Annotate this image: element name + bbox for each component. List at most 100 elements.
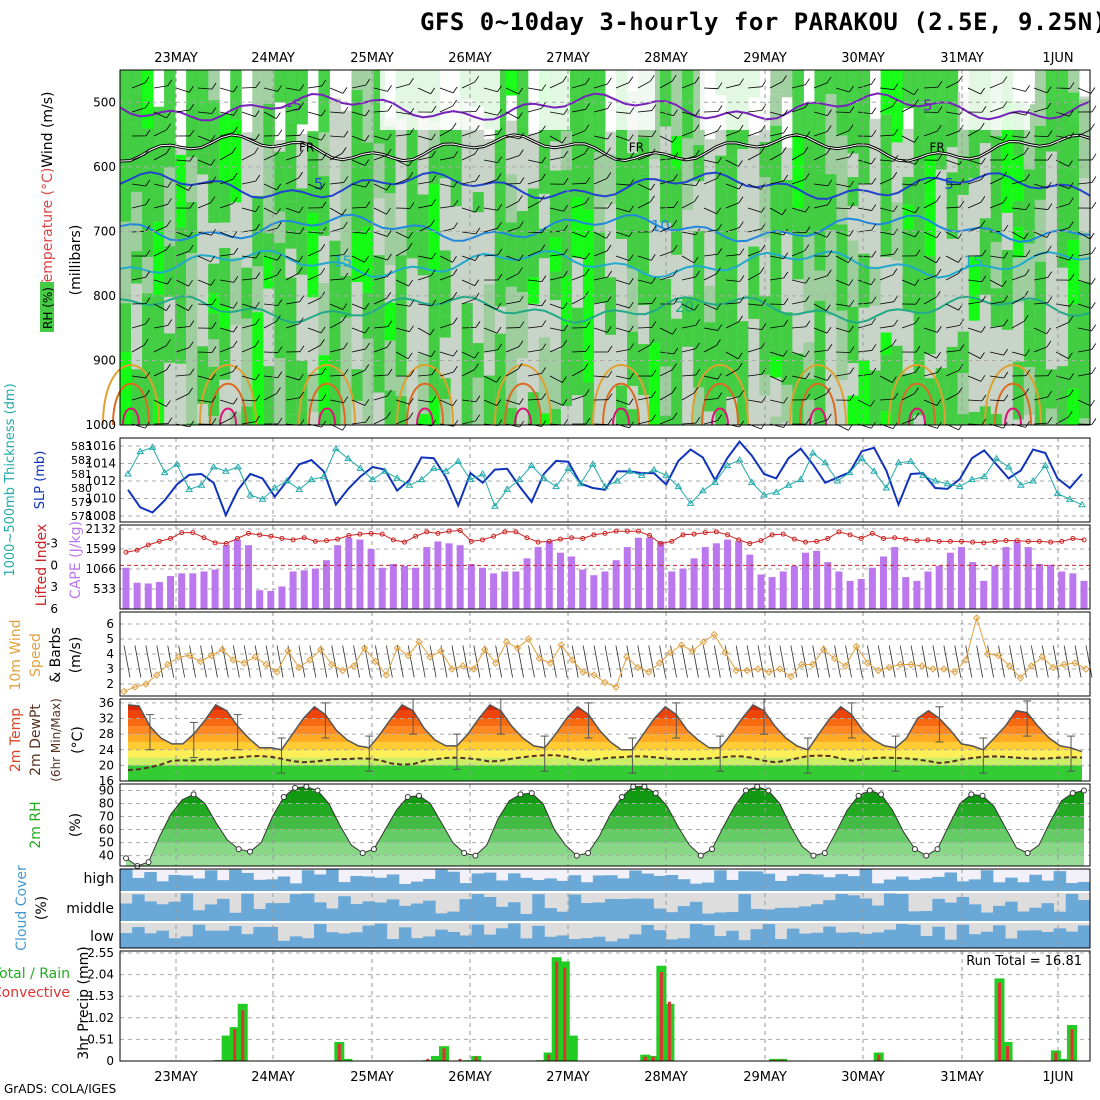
wind-barb-flag [936,352,941,359]
wind-speed-marker [196,657,205,666]
cloud-cell [653,930,667,948]
cape-bar [757,574,765,609]
wind-barb-flag [716,267,721,274]
cloud-cell [289,936,303,948]
wind-barb [989,202,1004,209]
wind-barb [219,417,233,425]
wind-barb-flag [649,75,655,82]
li-marker [713,529,719,535]
rh-cell [1045,70,1058,152]
precip-convective-bar [1054,1052,1058,1061]
temp-contour-25 [396,364,454,426]
wind-barb-flag [826,231,832,238]
wind-barb [637,154,652,161]
wind-barb-flag [959,319,965,326]
thickness-tick-label: 581 [71,468,92,481]
wind-barb-flag [387,270,392,277]
wind-barb [637,420,652,425]
wind-barb-flag [738,221,744,228]
cloud-cell [702,913,715,921]
cloud-cell [629,898,642,921]
wind-barb-flag [144,76,150,84]
rh-cell [296,409,308,425]
wind-barb [813,393,827,401]
wind-barb-flag [805,393,811,401]
thickness-marker [442,467,450,474]
wind-barb-flag [935,256,941,264]
rh-cell [274,280,286,337]
cloud-layer-label: high [83,871,114,887]
rh-cell [1023,243,1036,301]
wind-barb-flag [871,130,877,137]
upper-air-frame [119,69,1091,426]
wind-barb [153,153,167,161]
wind-barb [703,178,718,185]
wind-barb [395,351,409,360]
wind-speed-marker [481,645,489,654]
rh-cell [208,313,220,340]
rh-cell [296,133,308,425]
wind-barb-flag [1068,221,1074,228]
cape-bar [891,547,899,609]
thickness-marker [919,471,927,478]
wind-barb-flag [408,412,414,419]
wind-barb-flag [607,132,612,140]
rh-cell [582,138,595,210]
wind-barb [197,231,212,236]
wind-barb [703,327,718,331]
wind-barb-flag [276,268,282,276]
wind-barb-flag [431,199,437,206]
wind-speed-marker [688,647,697,655]
rh-cell [428,272,441,311]
rh-cell [142,257,154,294]
rh-cell [924,115,937,153]
wind-speed-marker [207,651,216,660]
rh-cell [880,411,893,425]
cape-bar [779,571,787,609]
wind-barb [241,421,256,425]
rh-cell [847,240,860,307]
wind-barb [197,182,212,185]
wind-barb-flag [408,172,414,179]
rh-cell [175,286,187,329]
wind-barb-flag [717,392,723,399]
slp-line [127,440,1083,518]
wind-barb-flag [1047,181,1052,189]
rh-marker [517,791,524,798]
rh-cell [847,177,860,207]
wind-barb [197,375,212,381]
rh-cell [924,152,937,194]
li-marker [368,530,374,536]
rh-cell [274,70,286,103]
wind-barb [219,346,234,353]
temp-band [128,757,1082,766]
wind-barb-flag [717,248,723,255]
cape-bar [400,565,408,609]
wind-barb [1052,645,1060,678]
wind-barb [923,296,937,305]
wind-barb [1077,373,1092,377]
cloud-cell [1017,911,1030,921]
wind-barb [351,206,367,209]
li-marker [580,535,586,541]
rh-marker [968,791,975,798]
rh-cell [395,228,408,256]
wind-barb [461,111,477,113]
wind-barb-flag [981,295,987,302]
rh-cell [560,131,573,171]
wind-barb-flag [166,111,171,119]
wind-barb [989,399,1004,402]
wind-barb-flag [847,256,853,263]
wind-barb [395,111,410,115]
temp-axis-label-4: (°C) [70,726,86,754]
temperature-contour [119,171,1091,200]
temp-contour-30 [701,382,739,426]
cloud-cell [568,939,582,948]
wind-barb [285,255,299,263]
wind-barb-flag [827,413,832,421]
rh-cell [373,119,386,144]
wind-barb-flag [737,352,743,360]
rh-cell [593,70,606,92]
rh-cell [1023,214,1036,244]
precip-total-bar [430,1055,441,1061]
